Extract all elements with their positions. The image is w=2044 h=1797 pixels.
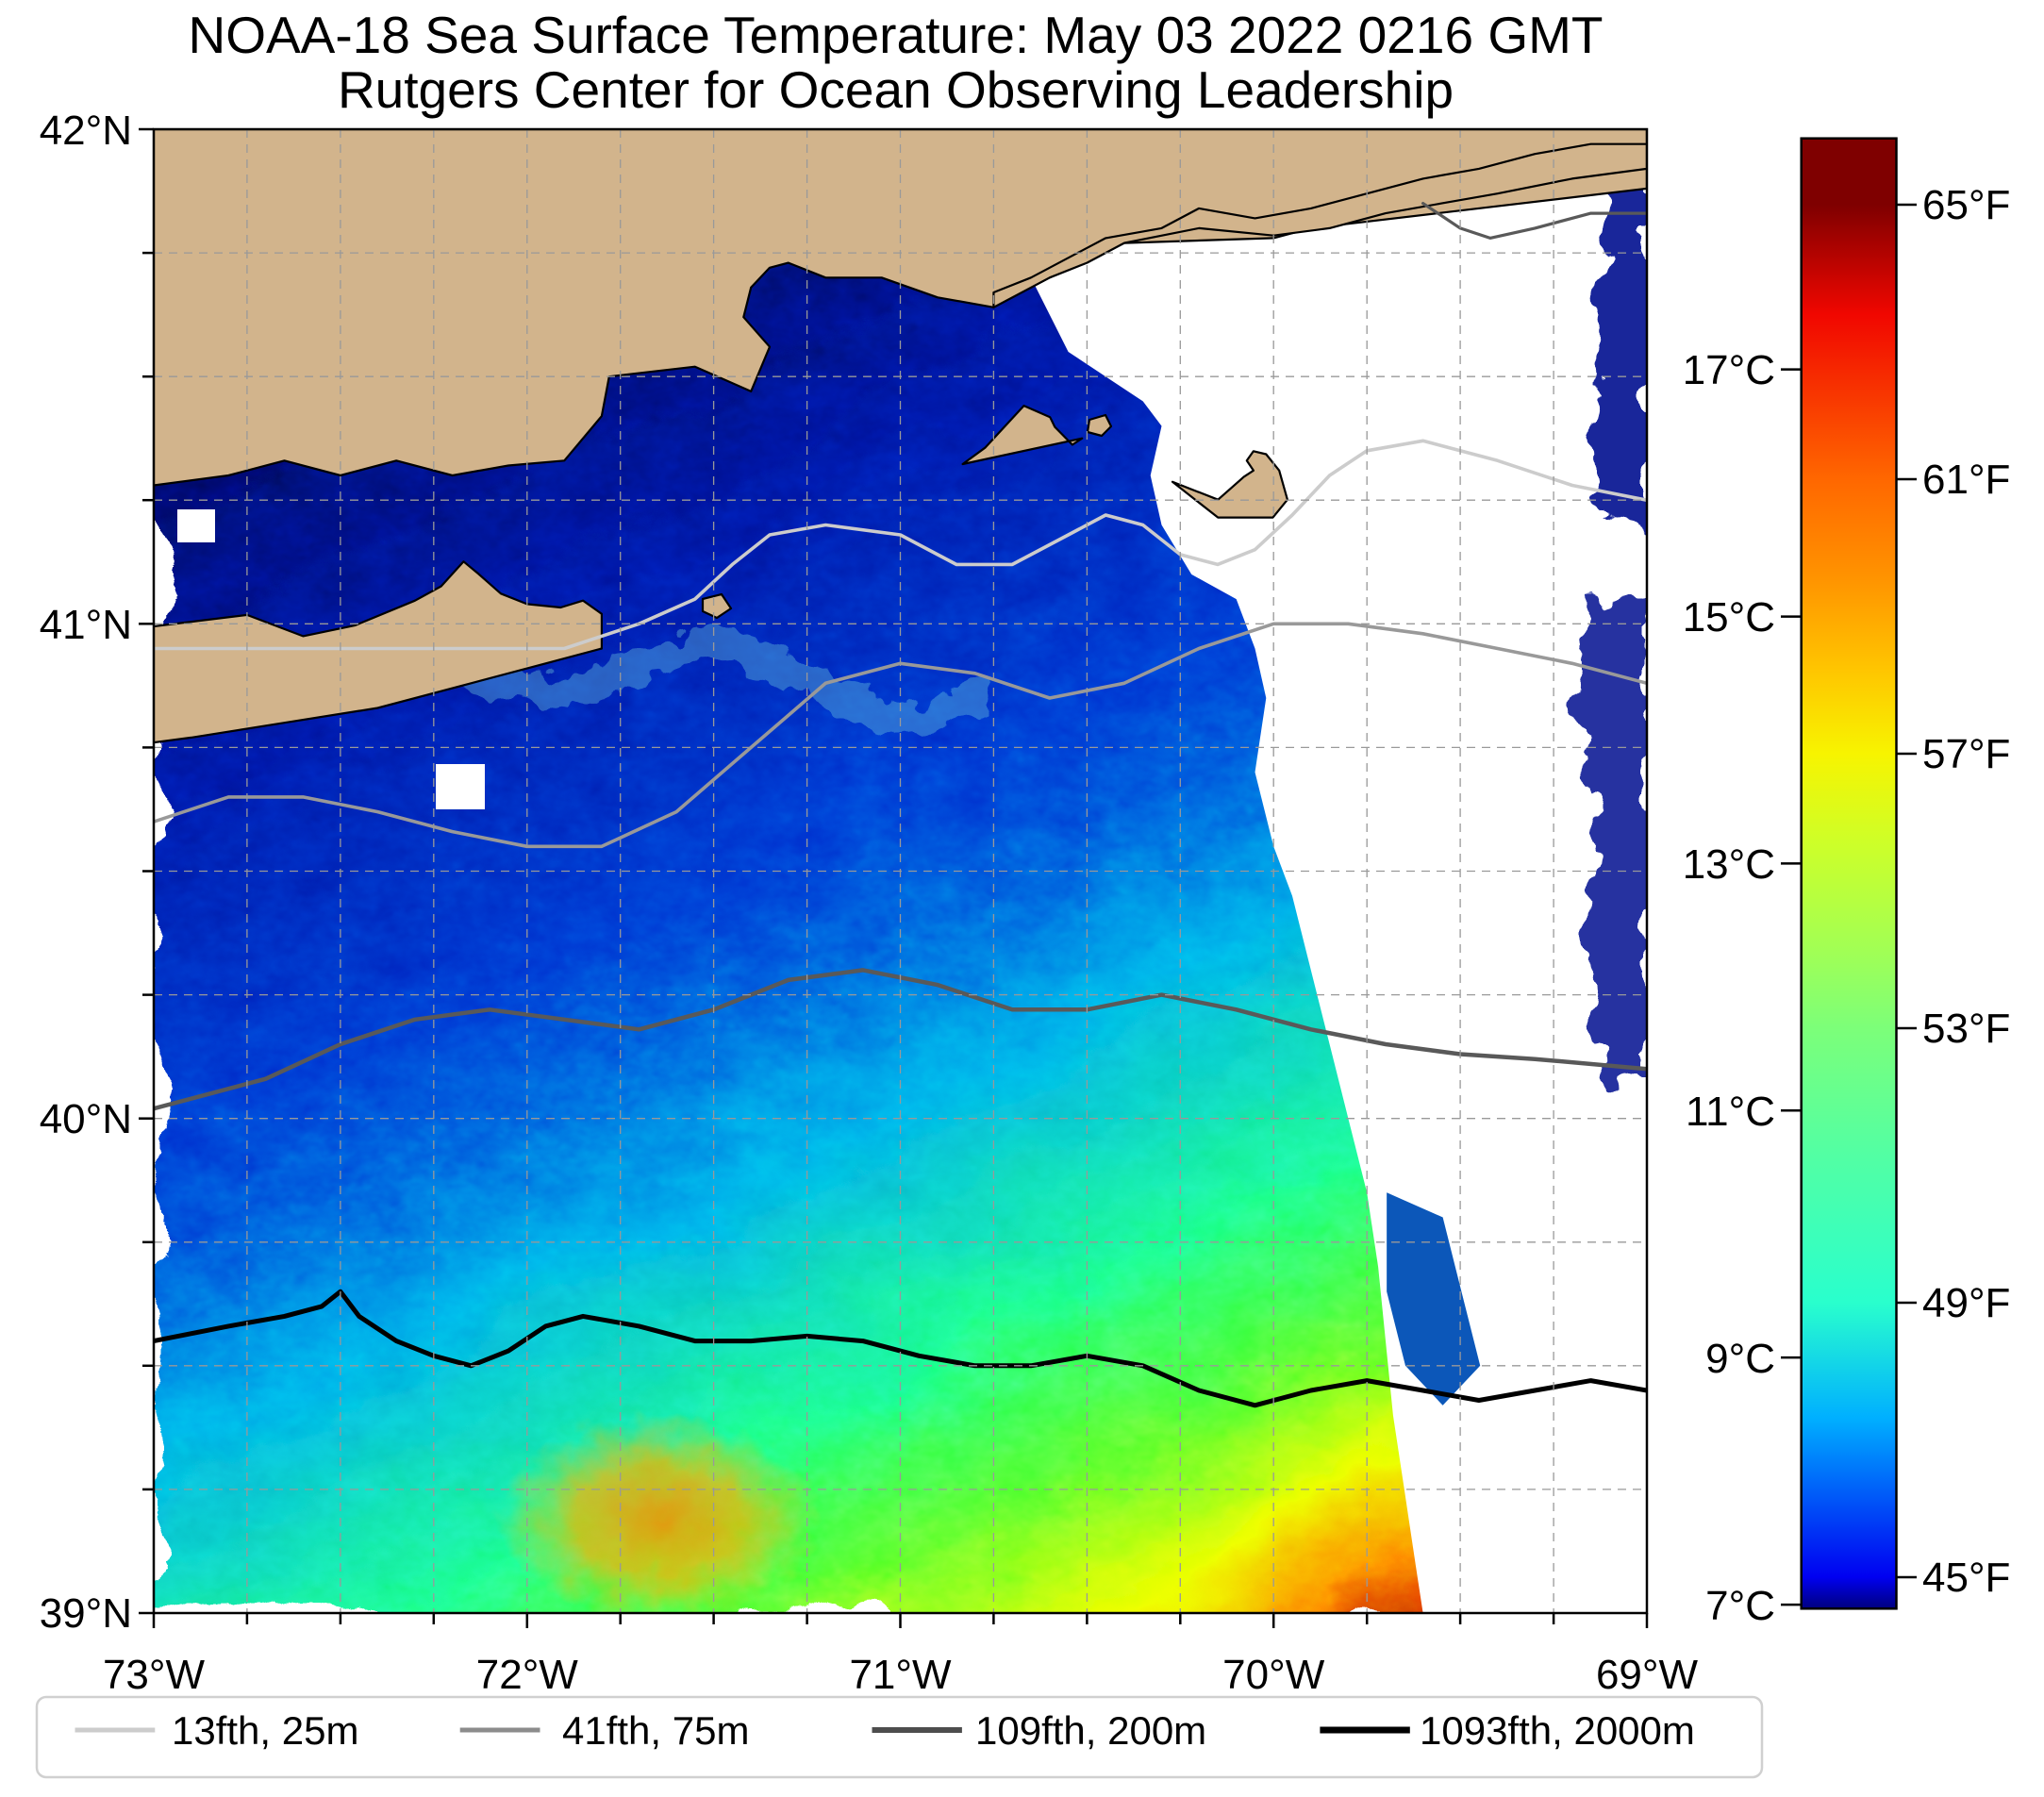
svg-text:13fth, 25m: 13fth, 25m <box>172 1708 358 1753</box>
svg-text:69°W: 69°W <box>1596 1652 1699 1698</box>
svg-text:53°F: 53°F <box>1922 1006 2010 1052</box>
svg-text:11°C: 11°C <box>1686 1089 1775 1135</box>
svg-text:49°F: 49°F <box>1922 1280 2010 1326</box>
svg-text:7°C: 7°C <box>1705 1583 1775 1629</box>
svg-text:57°F: 57°F <box>1922 731 2010 777</box>
svg-text:72°W: 72°W <box>476 1652 579 1698</box>
svg-text:41fth, 75m: 41fth, 75m <box>562 1708 749 1753</box>
svg-text:13°C: 13°C <box>1683 841 1775 888</box>
svg-text:41°N: 41°N <box>40 602 132 648</box>
svg-text:70°W: 70°W <box>1222 1652 1325 1698</box>
svg-text:71°W: 71°W <box>849 1652 952 1698</box>
svg-text:61°F: 61°F <box>1922 457 2010 503</box>
svg-text:40°N: 40°N <box>40 1096 132 1142</box>
svg-text:73°W: 73°W <box>103 1652 206 1698</box>
svg-text:15°C: 15°C <box>1683 594 1775 641</box>
svg-text:45°F: 45°F <box>1922 1555 2010 1601</box>
svg-text:109fth, 200m: 109fth, 200m <box>975 1708 1206 1753</box>
svg-text:9°C: 9°C <box>1705 1336 1775 1382</box>
svg-text:65°F: 65°F <box>1922 182 2010 228</box>
svg-text:39°N: 39°N <box>40 1590 132 1637</box>
svg-text:1093fth, 2000m: 1093fth, 2000m <box>1420 1708 1695 1753</box>
svg-text:17°C: 17°C <box>1683 347 1775 393</box>
